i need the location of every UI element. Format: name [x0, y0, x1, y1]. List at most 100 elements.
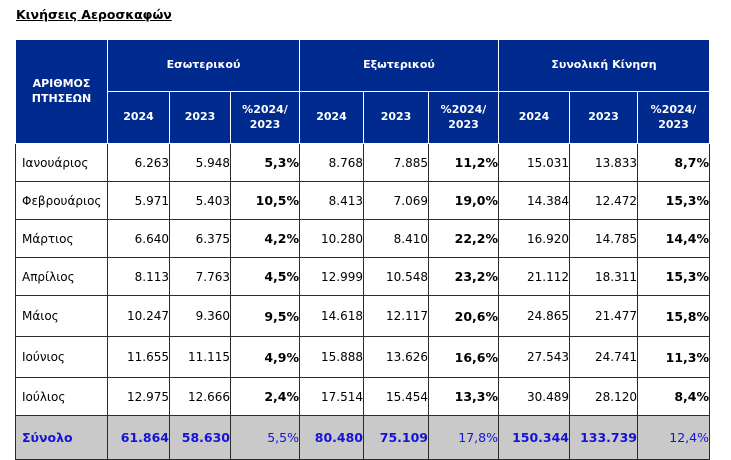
- flight-count-cell: 5.948: [169, 143, 231, 182]
- year-2024-header: 2024: [498, 91, 570, 144]
- flight-count-cell: 6.640: [107, 219, 170, 258]
- change-pct-cell: 20,6%: [428, 295, 499, 337]
- flight-count-cell: 5.971: [107, 181, 170, 220]
- flight-count-cell: 133.739: [569, 415, 638, 460]
- change-pct-header: %2024/ 2023: [637, 91, 710, 144]
- flight-count-cell: 150.344: [498, 415, 570, 460]
- month-cell: Φεβρουάριος: [15, 181, 108, 220]
- change-pct-cell: 4,2%: [230, 219, 300, 258]
- flight-count-cell: 14.785: [569, 219, 638, 258]
- change-pct-header: %2024/ 2023: [428, 91, 499, 144]
- flights-count-header: ΑΡΙΘΜΟΣ ΠΤΗΣΕΩΝ: [15, 39, 108, 144]
- table-row: Ιούνιος 11.655 11.115 4,9% 15.888 13.626 16,6%…: [15, 336, 710, 378]
- flight-count-cell: 6.263: [107, 143, 170, 182]
- change-pct-cell: 11,3%: [637, 336, 710, 378]
- flight-count-cell: 14.384: [498, 181, 570, 220]
- flight-count-cell: 17.514: [299, 377, 364, 416]
- change-pct-cell: 15,3%: [637, 257, 710, 296]
- flight-count-cell: 15.888: [299, 336, 364, 378]
- flight-count-cell: 18.311: [569, 257, 638, 296]
- change-pct-cell: 23,2%: [428, 257, 499, 296]
- flight-count-cell: 8.413: [299, 181, 364, 220]
- table-row: Μάιος 10.247 9.360 9,5% 14.618 12.117 20,6% 24.…: [15, 295, 710, 337]
- flight-count-cell: 75.109: [363, 415, 429, 460]
- year-2023-header: 2023: [169, 91, 231, 144]
- flight-count-cell: 7.763: [169, 257, 231, 296]
- flight-count-cell: 10.247: [107, 295, 170, 337]
- flight-count-cell: 7.069: [363, 181, 429, 220]
- change-pct-cell: 16,6%: [428, 336, 499, 378]
- flight-count-cell: 27.543: [498, 336, 570, 378]
- flight-count-cell: 5.403: [169, 181, 231, 220]
- flight-count-cell: 13.626: [363, 336, 429, 378]
- flight-count-cell: 12.999: [299, 257, 364, 296]
- change-pct-cell: 11,2%: [428, 143, 499, 182]
- month-cell: Σύνολο: [15, 415, 108, 460]
- flight-count-cell: 13.833: [569, 143, 638, 182]
- flight-count-cell: 6.375: [169, 219, 231, 258]
- change-pct-cell: 22,2%: [428, 219, 499, 258]
- flight-count-cell: 24.741: [569, 336, 638, 378]
- flight-count-cell: 12.975: [107, 377, 170, 416]
- flight-count-cell: 14.618: [299, 295, 364, 337]
- month-cell: Μάρτιος: [15, 219, 108, 258]
- flight-count-cell: 12.117: [363, 295, 429, 337]
- change-pct-cell: 8,4%: [637, 377, 710, 416]
- change-pct-cell: 4,9%: [230, 336, 300, 378]
- flight-count-cell: 7.885: [363, 143, 429, 182]
- flight-count-cell: 10.548: [363, 257, 429, 296]
- flight-count-cell: 28.120: [569, 377, 638, 416]
- total-traffic-header: Συνολική Κίνηση: [498, 39, 710, 92]
- month-cell: Απρίλιος: [15, 257, 108, 296]
- flight-count-cell: 16.920: [498, 219, 570, 258]
- header-group-row: ΑΡΙΘΜΟΣ ΠΤΗΣΕΩΝ Εσωτερικού Εξωτερικού Συ…: [15, 39, 710, 144]
- flight-count-cell: 12.666: [169, 377, 231, 416]
- change-pct-cell: 8,7%: [637, 143, 710, 182]
- change-pct-cell: 17,8%: [428, 415, 499, 460]
- flight-count-cell: 8.113: [107, 257, 170, 296]
- flight-count-cell: 80.480: [299, 415, 364, 460]
- table-row: Απρίλιος 8.113 7.763 4,5% 12.999 10.548 23,2% 2…: [15, 257, 710, 296]
- change-pct-cell: 5,3%: [230, 143, 300, 182]
- change-pct-cell: 9,5%: [230, 295, 300, 337]
- year-2024-header: 2024: [107, 91, 170, 144]
- change-pct-cell: 2,4%: [230, 377, 300, 416]
- page-title: Κινήσεις Αεροσκαφών: [16, 7, 172, 22]
- change-pct-cell: 15,3%: [637, 181, 710, 220]
- flights-table: ΑΡΙΘΜΟΣ ΠΤΗΣΕΩΝ Εσωτερικού Εξωτερικού Συ…: [15, 39, 710, 460]
- flight-count-cell: 15.454: [363, 377, 429, 416]
- flight-count-cell: 15.031: [498, 143, 570, 182]
- domestic-header: Εσωτερικού: [107, 39, 300, 92]
- month-cell: Μάιος: [15, 295, 108, 337]
- change-pct-cell: 19,0%: [428, 181, 499, 220]
- table-row: Ιανουάριος 6.263 5.948 5,3% 8.768 7.885 11,2% 1…: [15, 143, 710, 182]
- table-row: Ιούλιος 12.975 12.666 2,4% 17.514 15.454 13,3%…: [15, 377, 710, 416]
- flight-count-cell: 24.865: [498, 295, 570, 337]
- total-row: Σύνολο 61.864 58.630 5,5% 80.480 75.109 17,8% 1…: [15, 415, 710, 460]
- flight-count-cell: 21.112: [498, 257, 570, 296]
- change-pct-cell: 5,5%: [230, 415, 300, 460]
- header-sub-row: 2024 2023 %2024/ 2023 2024 2023 %2024/ 2…: [16, 91, 710, 144]
- change-pct-header: %2024/ 2023: [230, 91, 300, 144]
- flight-count-cell: 8.768: [299, 143, 364, 182]
- table-row: Μάρτιος 6.640 6.375 4,2% 10.280 8.410 22,2% 16.…: [15, 219, 710, 258]
- year-2023-header: 2023: [363, 91, 429, 144]
- table-row: Φεβρουάριος 5.971 5.403 10,5% 8.413 7.069 19,0…: [15, 181, 710, 220]
- change-pct-cell: 4,5%: [230, 257, 300, 296]
- flight-count-cell: 21.477: [569, 295, 638, 337]
- flight-count-cell: 10.280: [299, 219, 364, 258]
- flight-count-cell: 9.360: [169, 295, 231, 337]
- year-2023-header: 2023: [569, 91, 638, 144]
- flight-count-cell: 8.410: [363, 219, 429, 258]
- year-2024-header: 2024: [299, 91, 364, 144]
- month-cell: Ιούλιος: [15, 377, 108, 416]
- month-cell: Ιούνιος: [15, 336, 108, 378]
- change-pct-cell: 14,4%: [637, 219, 710, 258]
- flight-count-cell: 61.864: [107, 415, 170, 460]
- international-header: Εξωτερικού: [299, 39, 499, 92]
- flight-count-cell: 11.655: [107, 336, 170, 378]
- flight-count-cell: 12.472: [569, 181, 638, 220]
- change-pct-cell: 10,5%: [230, 181, 300, 220]
- flight-count-cell: 58.630: [169, 415, 231, 460]
- month-cell: Ιανουάριος: [15, 143, 108, 182]
